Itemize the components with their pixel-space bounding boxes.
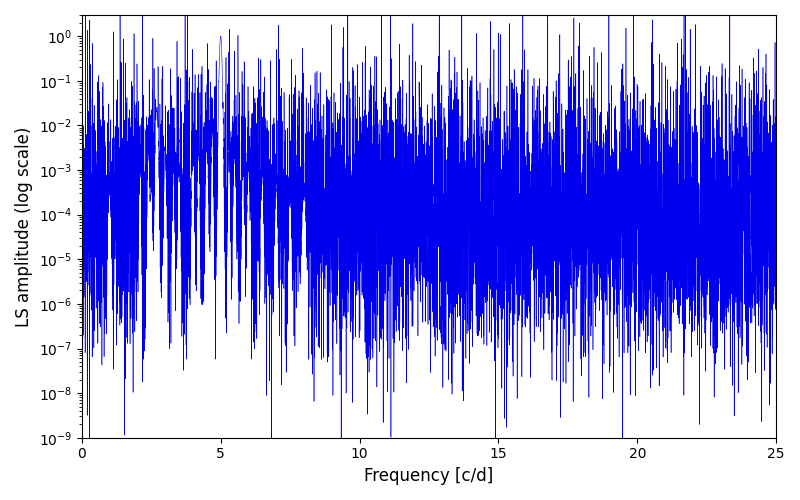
X-axis label: Frequency [c/d]: Frequency [c/d] [364, 467, 494, 485]
Y-axis label: LS amplitude (log scale): LS amplitude (log scale) [15, 126, 33, 326]
